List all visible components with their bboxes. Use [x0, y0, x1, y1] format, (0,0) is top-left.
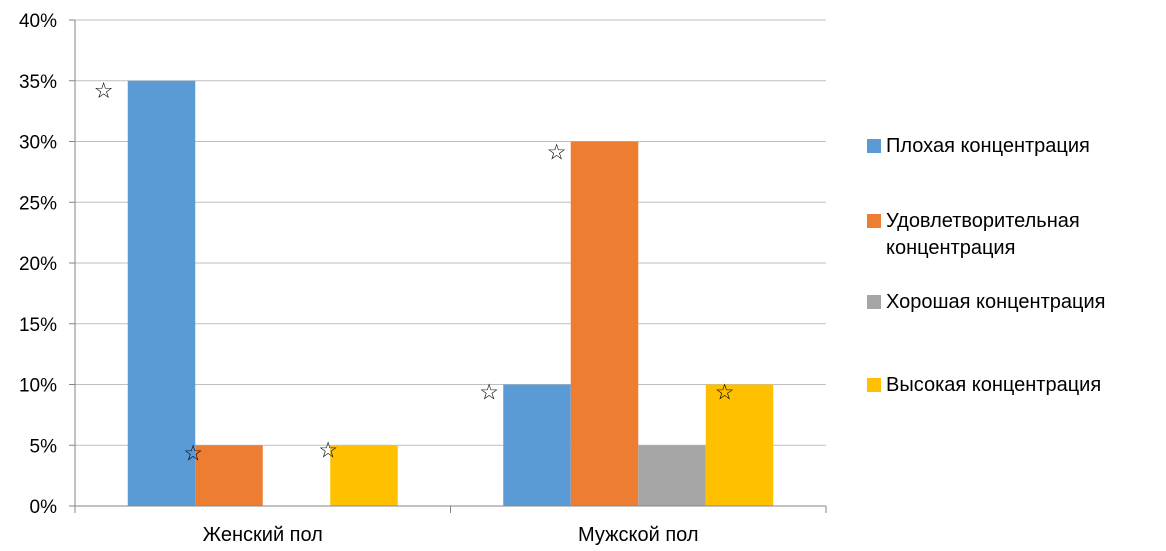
- y-tick-label: 20%: [19, 254, 57, 275]
- y-tick-labels: 0% 5% 10% 15% 20% 25% 30% 35% 40%: [19, 11, 57, 518]
- legend-label-satisfactory: Удовлетворительная концентрация: [886, 210, 1080, 259]
- x-category-label: Женский пол: [203, 524, 323, 546]
- y-tick-label: 10%: [19, 376, 57, 397]
- legend-label-poor: Плохая концентрация: [886, 135, 1090, 157]
- bar: [705, 384, 774, 506]
- y-tick-label: 30%: [19, 133, 57, 154]
- legend-item-poor: Плохая концентрация: [867, 133, 1156, 160]
- y-tick-label: 35%: [19, 72, 57, 93]
- star-marker: ☆: [183, 441, 203, 466]
- star-marker: ☆: [715, 381, 735, 406]
- gridlines: [75, 19, 826, 446]
- legend-label-high: Высокая концентрация: [886, 374, 1102, 396]
- star-marker: ☆: [547, 141, 567, 166]
- bar: [330, 445, 398, 506]
- legend-item-good: Хорошая концентрация: [867, 289, 1156, 316]
- legend-swatch-satisfactory: [867, 214, 881, 228]
- legend-item-high: Высокая концентрация: [867, 372, 1156, 399]
- axes: [69, 19, 827, 513]
- bars: [127, 80, 774, 506]
- bar-chart: 0% 5% 10% 15% 20% 25% 30% 35% 40% Женский пол Муж…: [19, 11, 827, 546]
- star-marker: ☆: [94, 79, 114, 104]
- x-category-label: Мужской пол: [578, 524, 699, 546]
- y-tick-label: 40%: [19, 11, 57, 32]
- legend-label-good: Хорошая концентрация: [886, 291, 1106, 313]
- bar: [503, 384, 571, 506]
- y-tick-label: 0%: [30, 497, 58, 518]
- star-marker: ☆: [479, 381, 499, 406]
- bar: [127, 80, 196, 506]
- star-marker: ☆: [318, 438, 338, 463]
- y-tick-label: 15%: [19, 315, 57, 336]
- legend-item-satisfactory: Удовлетворительная концентрация: [867, 208, 1156, 262]
- annotation-markers: ☆ ☆ ☆ ☆ ☆ ☆: [94, 79, 735, 467]
- bar: [638, 445, 706, 506]
- bar: [570, 141, 639, 506]
- category-labels: Женский пол Мужской пол: [203, 524, 699, 546]
- bar: [195, 445, 263, 506]
- legend-swatch-high: [867, 378, 881, 392]
- legend-swatch-poor: [867, 139, 881, 153]
- y-tick-label: 25%: [19, 193, 57, 214]
- legend-swatch-good: [867, 295, 881, 309]
- y-tick-label: 5%: [30, 436, 58, 457]
